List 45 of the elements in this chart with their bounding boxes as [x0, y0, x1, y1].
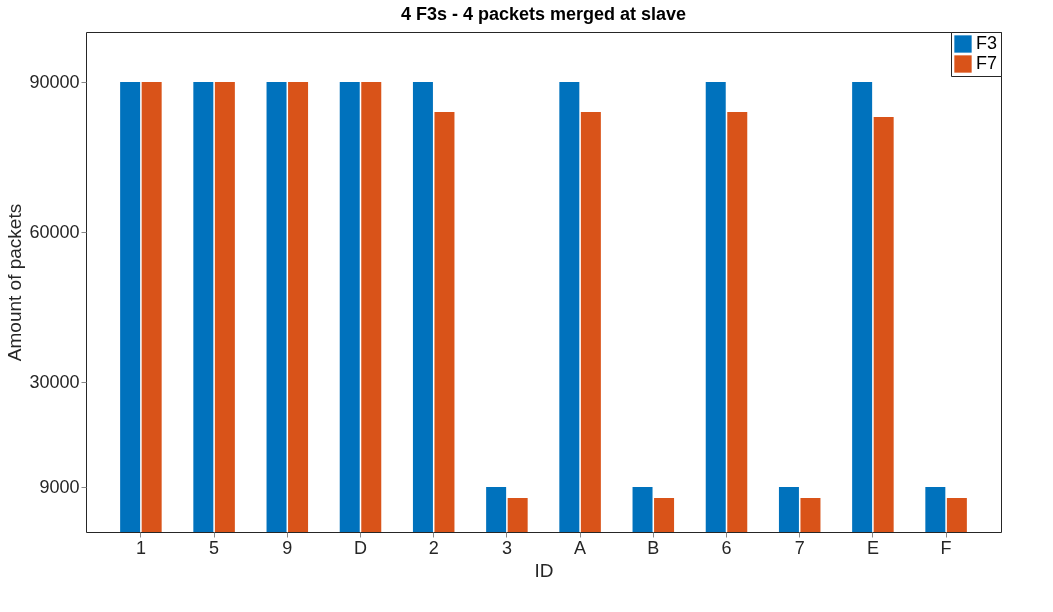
bar — [925, 487, 946, 532]
x-tick-label: 2 — [428, 537, 439, 558]
bar — [580, 112, 601, 532]
bar — [486, 487, 507, 532]
bar — [361, 82, 382, 532]
bar — [288, 82, 309, 532]
bar — [193, 82, 214, 532]
legend-label: F3 — [976, 33, 998, 53]
bar — [559, 82, 580, 532]
x-tick-label: B — [647, 537, 660, 558]
x-tick-label: 1 — [135, 537, 146, 558]
x-tick-label: 6 — [721, 537, 732, 558]
bar — [852, 82, 873, 532]
x-tick-label: F — [940, 537, 952, 558]
y-tick-label: 30000 — [29, 371, 80, 392]
bar — [141, 82, 162, 532]
bar — [632, 487, 653, 532]
bar — [412, 82, 433, 532]
bar — [727, 112, 748, 532]
x-tick-label: 9 — [282, 537, 293, 558]
x-tick-label: A — [574, 537, 587, 558]
bar — [339, 82, 360, 532]
x-axis-title: ID — [534, 559, 554, 581]
x-tick-label: E — [866, 537, 879, 558]
x-tick-label: D — [354, 537, 367, 558]
bar — [654, 498, 675, 532]
y-axis-title: Amount of packets — [4, 203, 26, 362]
bar — [266, 82, 287, 532]
bar — [778, 487, 799, 532]
chart-title: 4 F3s - 4 packets merged at slave — [400, 3, 687, 24]
bar — [507, 498, 528, 532]
x-tick-label: 5 — [209, 537, 220, 558]
bar — [705, 82, 726, 532]
x-tick-label: 3 — [501, 537, 512, 558]
bar — [214, 82, 235, 532]
bar — [873, 117, 894, 532]
y-tick-label: 9000 — [39, 476, 80, 497]
bar — [120, 82, 141, 532]
y-tick-label: 90000 — [29, 71, 80, 92]
x-tick-label: 7 — [794, 537, 805, 558]
y-tick-label: 60000 — [29, 221, 80, 242]
bar — [946, 498, 967, 532]
bar — [434, 112, 455, 532]
legend-label: F7 — [976, 53, 998, 73]
bar — [800, 498, 821, 532]
